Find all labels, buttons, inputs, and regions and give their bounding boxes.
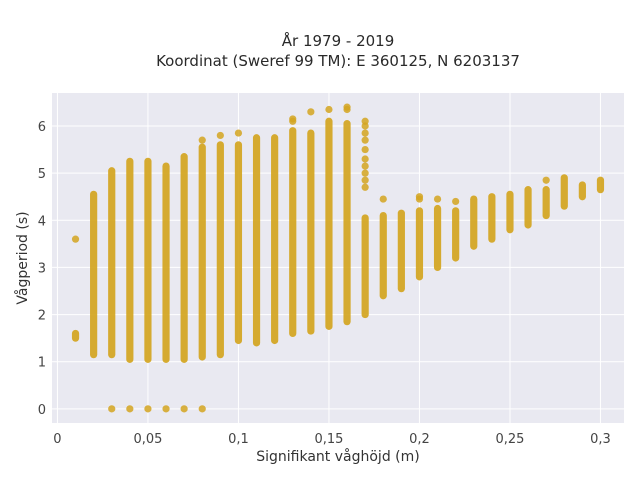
data-column [234,129,243,345]
data-point [361,183,369,191]
data-point [343,105,351,114]
data-column [307,108,315,335]
y-tick-label: 5 [38,167,46,182]
data-column [379,195,387,300]
x-tick-label: 0,05 [133,432,162,447]
data-point [361,136,369,144]
data-point [198,405,206,413]
x-tick-label: 0,25 [495,432,524,447]
data-point [162,405,170,413]
data-column [144,157,152,413]
x-tick-label: 0,1 [228,432,249,447]
chart-subtitle: Koordinat (Sweref 99 TM): E 360125, N 62… [156,52,520,70]
data-point [126,405,134,413]
data-point [325,105,333,114]
data-point [234,129,243,137]
data-column [343,103,351,326]
data-column [126,157,134,413]
y-tick-label: 1 [38,356,46,371]
data-point [361,155,369,163]
data-column [71,235,80,342]
data-point [361,129,369,137]
data-point [198,136,206,144]
data-column [361,117,369,319]
data-point [542,176,550,184]
data-point [415,193,424,201]
data-point [144,405,152,413]
x-tick-label: 0 [53,432,61,447]
data-point [180,405,188,413]
data-column [162,162,170,413]
data-point [361,162,369,170]
y-tick-label: 4 [38,214,46,229]
data-column [216,131,224,359]
x-axis-ticks: 0 0,05 0,1 0,15 0,2 0,25 0,3 [53,432,611,447]
x-tick-label: 0,15 [314,432,343,447]
chart-title: År 1979 - 2019 [282,31,395,50]
data-column [108,167,116,413]
data-point [307,108,315,116]
y-axis-label: Vågperiod (s) [14,211,31,304]
data-column [415,193,424,281]
data-point [361,169,369,177]
x-axis-label: Signifikant våghöjd (m) [256,448,419,465]
data-point [452,197,460,206]
plot-area [52,93,624,423]
data-point [433,195,442,203]
data-point [71,235,80,243]
y-tick-label: 3 [38,261,46,276]
y-tick-label: 6 [38,120,46,135]
data-column [198,136,206,413]
data-column [433,195,442,272]
data-column [289,115,297,338]
data-column [542,176,550,220]
x-tick-label: 0,3 [590,432,611,447]
data-point [361,117,369,125]
y-axis-ticks: 0 1 2 3 4 5 6 [38,120,46,418]
data-markers [71,103,605,413]
data-point [289,117,297,125]
data-column [180,153,188,413]
data-point [216,131,224,140]
data-column [452,197,460,262]
data-column [325,105,333,330]
data-point [379,195,387,203]
data-point [108,405,116,413]
data-point [361,176,369,184]
x-tick-label: 0,2 [409,432,430,447]
y-tick-label: 2 [38,309,46,324]
y-tick-label: 0 [38,403,46,418]
data-point [361,145,369,154]
